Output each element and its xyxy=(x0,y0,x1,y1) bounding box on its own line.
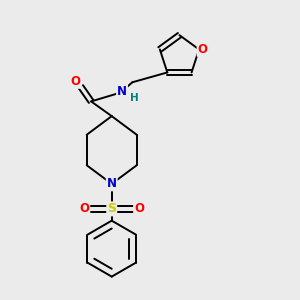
Text: O: O xyxy=(79,202,89,215)
Text: S: S xyxy=(107,202,116,215)
Text: N: N xyxy=(117,85,127,98)
Text: H: H xyxy=(130,93,139,103)
Text: O: O xyxy=(134,202,144,215)
Text: O: O xyxy=(198,43,208,56)
Text: N: N xyxy=(107,177,117,190)
Text: O: O xyxy=(70,75,80,88)
